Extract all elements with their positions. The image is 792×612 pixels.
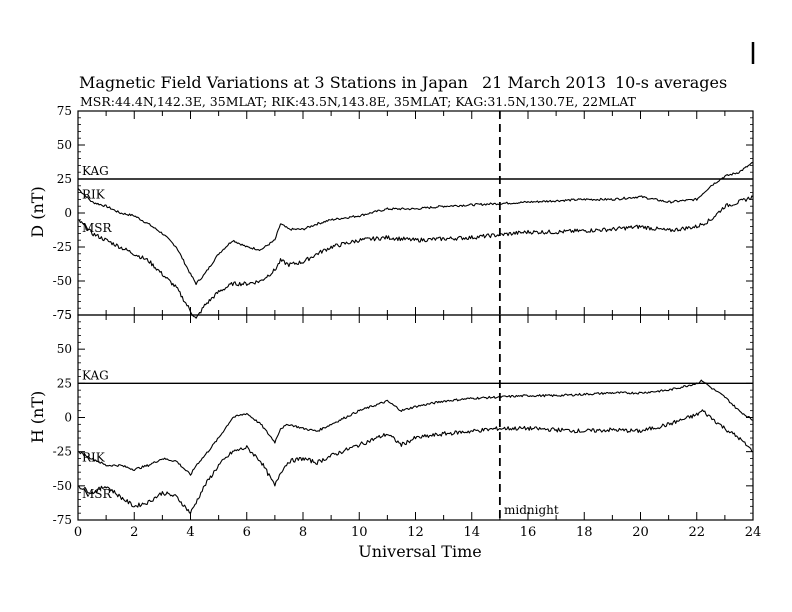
top-series-msr-line	[77, 195, 754, 319]
x-tick-label: 6	[243, 525, 251, 540]
top-series-label-kag: KAG	[82, 164, 109, 178]
x-tick-label: 18	[576, 525, 593, 540]
chart-date: 21 March 2013	[482, 73, 606, 92]
x-tick-label: 24	[745, 525, 762, 540]
top-series-label-msr: MSR	[82, 221, 113, 235]
top-panel-frame	[77, 110, 754, 316]
top-y-tick-label: 25	[57, 172, 72, 186]
x-tick-label: 16	[520, 525, 537, 540]
bottom-series-label-kag: KAG	[82, 368, 109, 382]
bottom-y-tick-label: 75	[57, 308, 72, 322]
midnight-label: midnight	[504, 503, 559, 517]
x-tick-label: 0	[74, 525, 82, 540]
station-info: MSR:44.4N,142.3E, 35MLAT; RIK:43.5N,143.…	[80, 94, 637, 109]
top-y-tick-label: 0	[64, 206, 72, 220]
x-tick-label: 10	[351, 525, 368, 540]
bottom-series-label-msr: MSR	[82, 487, 113, 501]
bottom-y-tick-label: 50	[57, 342, 72, 356]
x-tick-label: 12	[407, 525, 424, 540]
top-series-label-rik: RIK	[82, 188, 106, 202]
bottom-series-label-rik: RIK	[82, 451, 106, 465]
x-tick-label: 22	[688, 525, 705, 540]
top-y-axis-label: D (nT)	[28, 186, 47, 237]
chart-averaging: 10-s averages	[615, 73, 727, 92]
x-tick-label: 20	[632, 525, 649, 540]
x-tick-label: 2	[130, 525, 138, 540]
top-y-tick-label: -50	[53, 274, 72, 288]
x-tick-label: 4	[186, 525, 194, 540]
bottom-y-tick-label: -25	[53, 445, 72, 459]
top-y-tick-label: 50	[57, 138, 72, 152]
top-y-tick-label: -25	[53, 240, 72, 254]
top-series-rik-line	[77, 162, 754, 286]
bottom-y-tick-label: -50	[53, 479, 72, 493]
x-tick-label: 8	[299, 525, 307, 540]
bottom-y-tick-label: 0	[64, 411, 72, 425]
bottom-y-tick-label: -75	[53, 513, 72, 527]
bottom-series-msr-line	[77, 409, 754, 515]
x-tick-label: 14	[463, 525, 480, 540]
top-y-tick-label: -75	[53, 308, 72, 322]
x-axis-label: Universal Time	[358, 542, 481, 561]
chart-title: Magnetic Field Variations at 3 Stations …	[79, 73, 468, 92]
bottom-y-axis-label: H (nT)	[28, 391, 47, 444]
top-y-tick-label: 75	[57, 104, 72, 118]
bottom-panel-frame	[77, 314, 754, 521]
bottom-series-rik-line	[77, 379, 754, 476]
bottom-y-tick-label: 25	[57, 376, 72, 390]
